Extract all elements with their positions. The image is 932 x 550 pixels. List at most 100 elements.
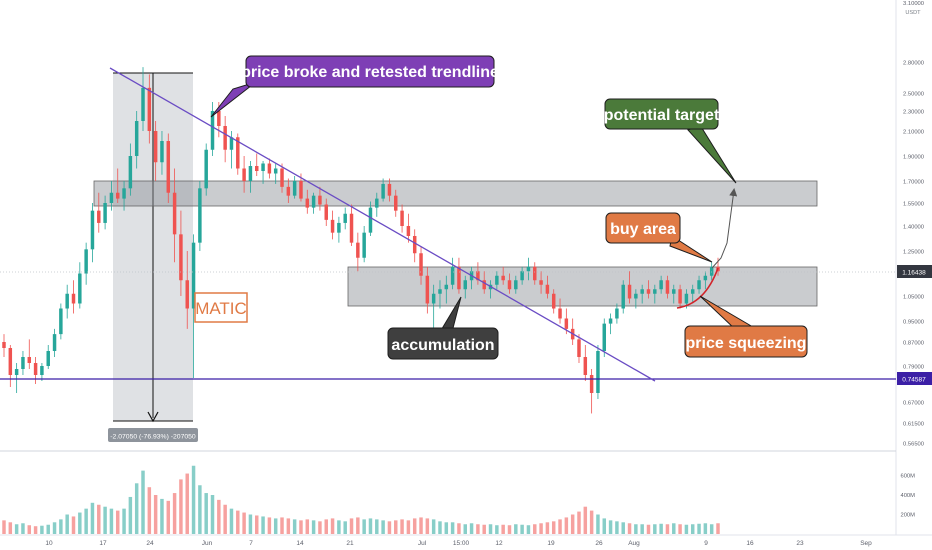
candle-body[interactable] <box>65 293 69 309</box>
candle-body[interactable] <box>551 293 556 309</box>
candle-body[interactable] <box>210 111 215 150</box>
candle-body[interactable] <box>463 280 467 290</box>
candle-body[interactable] <box>273 168 278 174</box>
candle-body[interactable] <box>134 121 139 156</box>
candle-body[interactable] <box>204 149 208 189</box>
candle-body[interactable] <box>394 195 398 211</box>
candle-body[interactable] <box>381 183 385 199</box>
upper-resistance-zone[interactable] <box>93 180 818 207</box>
candle-body[interactable] <box>444 284 449 290</box>
candle-body[interactable] <box>147 87 152 131</box>
candle-body[interactable] <box>646 289 651 294</box>
candle-body[interactable] <box>185 280 189 309</box>
candle-body[interactable] <box>330 219 335 233</box>
candle-body[interactable] <box>425 275 430 304</box>
candle-body[interactable] <box>217 111 221 126</box>
candle-body[interactable] <box>507 280 512 290</box>
candle-body[interactable] <box>229 137 234 150</box>
candle-body[interactable] <box>198 188 202 243</box>
candle-body[interactable] <box>318 195 322 205</box>
candle-body[interactable] <box>457 266 461 290</box>
candle-body[interactable] <box>236 137 240 169</box>
candle-body[interactable] <box>387 183 392 196</box>
candle-body[interactable] <box>27 357 32 363</box>
candle-body[interactable] <box>280 168 284 187</box>
candle-body[interactable] <box>255 166 259 171</box>
candle-body[interactable] <box>166 141 171 193</box>
candle-body[interactable] <box>324 204 328 220</box>
candle-body[interactable] <box>305 198 310 208</box>
candle-body[interactable] <box>141 87 145 121</box>
candle-body[interactable] <box>450 266 455 285</box>
candle-body[interactable] <box>71 293 76 304</box>
candle-body[interactable] <box>564 318 569 329</box>
candle-body[interactable] <box>495 275 499 285</box>
candle-body[interactable] <box>545 284 550 294</box>
candle-body[interactable] <box>299 181 303 199</box>
accumulation-callout[interactable]: accumulation <box>387 296 499 360</box>
candle-body[interactable] <box>615 308 619 319</box>
candle-body[interactable] <box>311 195 316 208</box>
target-callout[interactable]: potential target <box>604 98 737 184</box>
candle-body[interactable] <box>8 348 13 375</box>
candle-body[interactable] <box>438 289 442 294</box>
candle-body[interactable] <box>577 339 581 357</box>
candle-body[interactable] <box>242 168 246 182</box>
candle-body[interactable] <box>678 289 682 304</box>
candle-body[interactable] <box>501 275 505 281</box>
candle-body[interactable] <box>684 293 689 304</box>
candle-body[interactable] <box>248 166 253 181</box>
candle-body[interactable] <box>375 198 379 208</box>
candle-body[interactable] <box>602 323 607 351</box>
squeeze-callout[interactable]: price squeezing <box>684 295 808 358</box>
candle-body[interactable] <box>526 266 531 272</box>
trendline-callout[interactable]: price broke and retested trendline <box>210 55 499 118</box>
candle-body[interactable] <box>109 192 114 203</box>
accumulation-zone[interactable] <box>347 266 818 307</box>
candle-body[interactable] <box>697 280 701 290</box>
candle-body[interactable] <box>223 126 227 150</box>
candle-body[interactable] <box>362 232 366 258</box>
candle-body[interactable] <box>90 210 95 250</box>
candle-body[interactable] <box>21 357 25 369</box>
candle-body[interactable] <box>14 369 19 375</box>
candle-body[interactable] <box>520 271 524 281</box>
candle-body[interactable] <box>286 186 291 196</box>
candle-body[interactable] <box>406 226 411 236</box>
candle-body[interactable] <box>292 181 297 196</box>
candle-body[interactable] <box>349 213 354 243</box>
candle-body[interactable] <box>97 210 101 223</box>
candle-body[interactable] <box>672 289 676 294</box>
candle-body[interactable] <box>337 222 341 233</box>
candle-body[interactable] <box>153 131 158 163</box>
candle-body[interactable] <box>431 293 436 304</box>
candle-body[interactable] <box>665 280 670 294</box>
candle-body[interactable] <box>653 289 657 294</box>
candle-body[interactable] <box>368 207 373 233</box>
candle-body[interactable] <box>482 280 486 290</box>
candle-body[interactable] <box>343 213 347 223</box>
candle-body[interactable] <box>412 236 417 254</box>
candle-body[interactable] <box>514 280 518 290</box>
candle-body[interactable] <box>261 163 265 172</box>
candle-body[interactable] <box>533 266 537 281</box>
candle-body[interactable] <box>2 342 6 348</box>
candle-body[interactable] <box>589 375 594 393</box>
candle-body[interactable] <box>709 266 714 276</box>
candle-body[interactable] <box>46 351 50 366</box>
candle-body[interactable] <box>52 334 57 351</box>
candle-body[interactable] <box>659 280 663 290</box>
candle-body[interactable] <box>59 308 63 335</box>
candle-body[interactable] <box>608 318 613 324</box>
candle-body[interactable] <box>583 357 588 375</box>
candle-body[interactable] <box>596 351 600 393</box>
candle-body[interactable] <box>122 188 126 199</box>
candle-body[interactable] <box>172 192 177 235</box>
candle-body[interactable] <box>160 141 164 163</box>
candle-body[interactable] <box>103 203 107 223</box>
candle-body[interactable] <box>267 163 272 174</box>
descending-trendline[interactable] <box>109 67 656 382</box>
candle-body[interactable] <box>191 242 196 309</box>
candle-body[interactable] <box>84 249 88 274</box>
candle-body[interactable] <box>558 308 562 319</box>
